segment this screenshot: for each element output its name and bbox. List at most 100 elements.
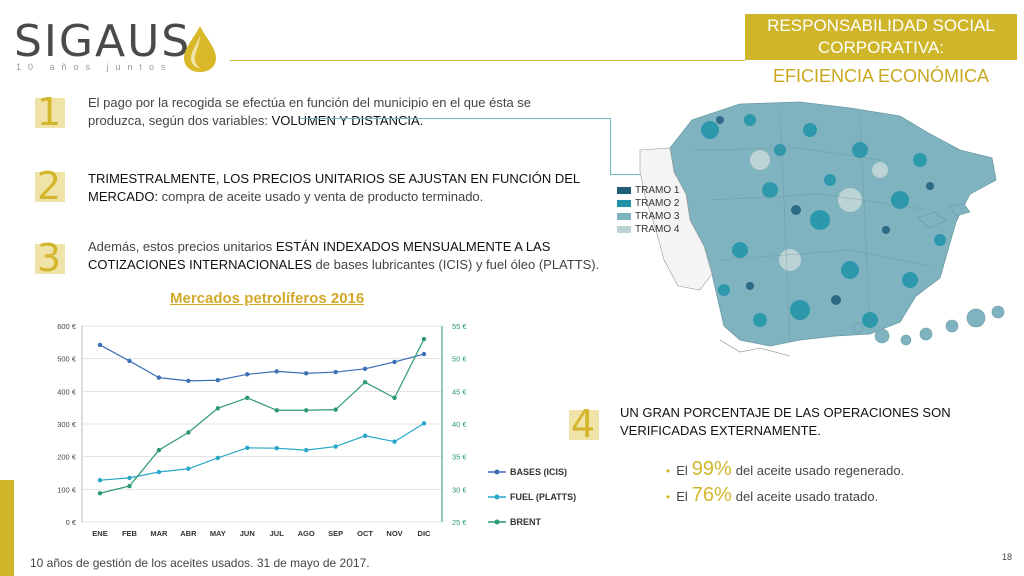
y-right-tick-label: 25 € [452,518,467,527]
x-tick-label: NOV [386,529,402,538]
spain-map [639,101,1005,357]
point-3-number: 3 [32,238,66,278]
point-2-text: TRIMESTRALMENTE, LOS PRECIOS UNITARIOS S… [88,170,588,206]
data-point [392,395,397,401]
x-tick-label: AGO [298,529,315,538]
legend-label: BRENT [510,517,542,527]
data-point [215,455,221,461]
data-point [421,336,427,342]
legend-label: TRAMO 4 [635,224,680,235]
legend-label: TRAMO 3 [635,211,680,222]
x-tick-label: ENE [92,529,107,538]
series-line [99,338,425,494]
legend-marker [494,494,500,500]
data-point [97,342,103,348]
point-4-text-a: UN GRAN PORCENTAJE DE LAS OPERACIONES SO… [620,405,951,438]
legend-swatch [617,200,631,207]
x-tick-label: MAY [210,529,226,538]
data-point [156,375,162,380]
point-2-text-a: TRIMESTRALMENTE, LOS PRECIOS UNITARIOS S… [88,171,580,204]
data-point [274,445,279,451]
connector-line-vertical [610,118,611,174]
point-4-number: 4 [566,404,600,444]
data-point [303,408,309,413]
data-point [186,430,191,435]
point-3-text-b: ESTÁN INDEXADOS MENSUALMENTE A LAS COTIZ… [88,239,551,272]
data-point [362,433,368,438]
stat-prefix: El [676,463,688,478]
oil-markets-chart: 0 € 100 € 200 € 300 € 400 € 500 € 600 € 25 € 30 … [57,322,576,538]
point-4-text: UN GRAN PORCENTAJE DE LAS OPERACIONES SO… [620,404,1000,440]
x-tick-label: JUN [240,529,255,538]
legend-label: BASES (ICIS) [510,467,567,477]
data-point [215,406,221,411]
point-1-text-b: VOLUMEN Y DISTANCIA. [271,113,424,128]
data-point [333,444,338,449]
data-point [215,378,221,383]
legend-marker [494,469,500,475]
stat-item: • El 99% del aceite usado regenerado. [666,458,904,484]
y-left-tick-label: 300 € [57,420,77,429]
point-1-text: El pago por la recogida se efectúa en fu… [88,94,538,130]
data-point [333,369,338,375]
stat-percentage: 76% [691,484,732,506]
point-1-text-a: El pago por la recogida se efectúa en fu… [88,95,532,128]
data-point [97,477,103,483]
map-legend: TRAMO 1 TRAMO 2 TRAMO 3 TRAMO 4 [617,184,679,236]
data-point [245,445,250,451]
stats-list: • El 99% del aceite usado regenerado. • … [666,458,904,510]
data-point [156,447,162,453]
data-point [333,407,338,412]
data-point [156,469,162,475]
stat-percentage: 99% [691,458,732,480]
data-point [245,395,250,401]
y-right-tick-label: 35 € [452,453,467,462]
legend-swatch [617,226,631,233]
data-point [186,378,191,384]
banner-line-1: RESPONSABILIDAD SOCIAL [767,16,995,35]
data-point [245,372,250,377]
data-point [421,351,427,357]
point-1-number: 1 [32,92,66,132]
data-point [127,475,132,481]
data-point [127,483,132,489]
x-tick-label: DIC [418,529,432,538]
connector-line [300,118,610,119]
point-3-text-a: Además, estos precios unitarios [88,239,276,254]
data-point [362,379,368,385]
data-point [303,371,309,376]
y-right-tick-label: 55 € [452,322,467,331]
series-line [99,344,425,382]
x-tick-label: ABR [180,529,197,538]
banner-line-2: CORPORATIVA: [818,38,944,57]
page-number: 18 [1001,552,1012,562]
data-point [421,421,427,426]
footer-text: 10 años de gestión de los aceites usados… [30,556,370,570]
data-point [97,491,103,496]
x-tick-label: OCT [357,529,373,538]
legend-swatch [617,187,631,194]
y-left-tick-label: 600 € [57,322,77,331]
sigaus-logo: SIGAUS 10 años juntos [14,14,224,74]
legend-marker [494,519,500,525]
y-right-tick-label: 45 € [452,387,467,396]
stat-item: • El 76% del aceite usado tratado. [666,484,904,510]
data-point [392,359,397,365]
section-subtitle: EFICIENCIA ECONÓMICA [772,66,990,86]
point-3-text: Además, estos precios unitarios ESTÁN IN… [88,238,618,274]
data-point [127,358,132,364]
x-tick-label: SEP [328,529,343,538]
section-banner: RESPONSABILIDAD SOCIAL CORPORATIVA: [745,14,1017,60]
y-left-tick-label: 400 € [57,387,77,396]
legend-item-tramo-1: TRAMO 1 [617,184,679,197]
point-2-number: 2 [32,166,66,206]
data-point [274,408,279,413]
legend-label: FUEL (PLATTS) [510,492,576,502]
point-2-text-b: compra de aceite usado y venta de produc… [158,189,484,204]
y-right-tick-label: 40 € [452,420,467,429]
x-tick-label: FEB [122,529,138,538]
accent-bar [0,480,14,576]
oil-drop-icon [184,26,216,72]
y-right-tick-label: 30 € [452,485,467,494]
logo-tagline: 10 años juntos [16,62,173,72]
